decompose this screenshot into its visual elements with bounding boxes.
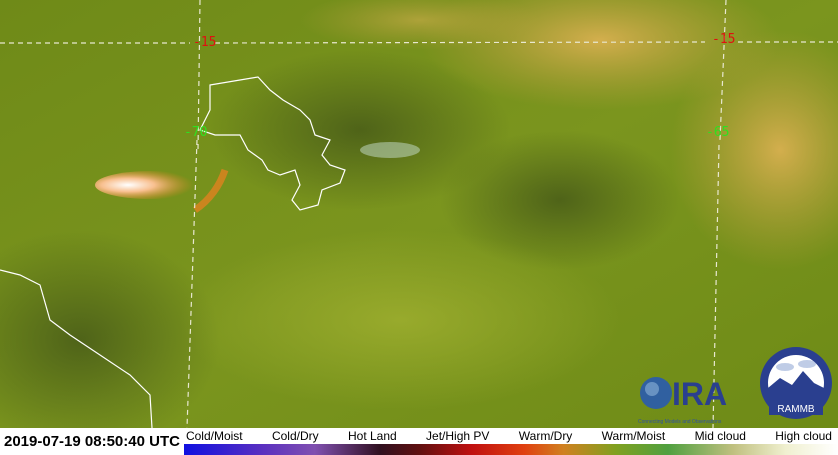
svg-text:Connecting Models and Observat: Connecting Models and Observations [638, 419, 722, 425]
colorbar [183, 444, 838, 455]
lat-label-left: -15 [193, 35, 217, 50]
gridlines [0, 0, 838, 429]
cira-logo: IRA Connecting Models and Observations [638, 376, 727, 425]
legend-label: High cloud [775, 429, 832, 443]
rammb-logo: RAMMB [760, 347, 832, 419]
lat-label-right: -15 [712, 32, 736, 47]
legend-label: Cold/Moist [185, 429, 243, 443]
logos: IRA Connecting Models and Observations R… [638, 347, 832, 425]
legend-label: Warm/Dry [518, 429, 573, 443]
legend-label: Mid cloud [694, 429, 746, 443]
bottom-bar: 2019-07-19 08:50:40 UTC Cold/Moist Cold/… [0, 428, 838, 455]
svg-text:IRA: IRA [672, 376, 727, 412]
lon-label-right: -65 [706, 125, 730, 140]
svg-text:RAMMB: RAMMB [777, 404, 815, 415]
colorbar-legend: Cold/Moist Cold/Dry Hot Land Jet/High PV… [183, 428, 838, 444]
legend-label: Jet/High PV [426, 429, 490, 443]
fire-plume [95, 171, 205, 199]
legend-label: Cold/Dry [271, 429, 319, 443]
legend-label: Hot Land [348, 429, 397, 443]
coastlines [0, 76, 346, 429]
colorbar-legend-block: Cold/Moist Cold/Dry Hot Land Jet/High PV… [183, 428, 838, 455]
timestamp: 2019-07-19 08:50:40 UTC [0, 428, 184, 455]
legend-label: Warm/Moist [601, 429, 666, 443]
lon-label-left: -70 [184, 125, 208, 140]
